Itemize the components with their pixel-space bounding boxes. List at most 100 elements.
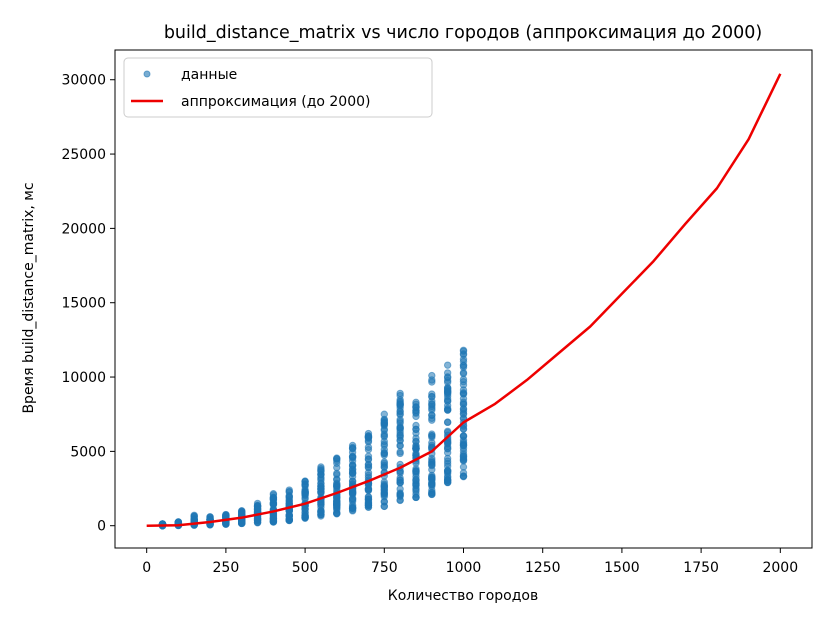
data-point <box>459 390 468 398</box>
data-point <box>412 425 420 434</box>
fit-line-layer <box>146 73 782 527</box>
data-point <box>396 431 404 439</box>
x-tick-label: 250 <box>213 560 240 576</box>
x-tick-label: 750 <box>371 560 398 576</box>
data-point <box>380 432 388 441</box>
data-point <box>348 469 357 478</box>
y-tick-label: 30000 <box>61 73 106 89</box>
data-point <box>459 469 468 477</box>
data-point <box>364 486 373 494</box>
data-point <box>364 432 373 441</box>
data-point <box>428 430 436 438</box>
data-point <box>317 485 325 493</box>
data-point <box>380 482 388 490</box>
data-point <box>443 457 452 465</box>
data-point <box>459 398 468 406</box>
data-point <box>459 432 468 440</box>
y-axis-label: Время build_distance_matrix, мс <box>21 182 37 413</box>
data-point <box>238 519 246 528</box>
data-point <box>364 493 373 501</box>
data-point <box>443 385 452 393</box>
data-point <box>459 363 468 372</box>
data-point <box>396 476 404 484</box>
data-point <box>348 453 357 461</box>
data-point <box>380 440 388 448</box>
x-tick-label: 2000 <box>762 560 798 576</box>
data-point <box>396 407 404 415</box>
x-tick-label: 1500 <box>604 560 640 576</box>
data-point <box>333 509 341 517</box>
legend-marker-data <box>143 70 151 78</box>
data-point <box>269 517 278 526</box>
data-point <box>412 438 420 446</box>
data-point <box>333 500 341 509</box>
data-point <box>412 466 420 475</box>
data-point <box>380 419 388 427</box>
y-axis-ticks: 0 5000 10000 15000 20000 25000 30000 <box>61 73 115 535</box>
data-point <box>364 443 373 451</box>
x-axis-ticks: 0 250 500 750 1000 1250 1500 1750 2000 <box>142 548 798 576</box>
data-point <box>396 397 404 406</box>
data-point <box>380 425 388 433</box>
data-point <box>412 476 420 484</box>
data-point <box>396 442 404 450</box>
data-point <box>428 490 436 498</box>
data-point <box>348 461 357 469</box>
x-tick-label: 0 <box>142 560 151 576</box>
data-point <box>428 461 436 469</box>
data-point <box>285 512 293 521</box>
legend-label-data: данные <box>181 67 237 83</box>
y-tick-label: 5000 <box>70 444 106 460</box>
chart-title: build_distance_matrix vs число городов (… <box>164 23 762 43</box>
data-point <box>333 481 341 490</box>
data-point <box>269 495 278 503</box>
data-point <box>380 458 388 466</box>
data-point <box>253 518 262 526</box>
data-point <box>285 491 293 500</box>
data-point <box>317 509 325 517</box>
x-tick-label: 500 <box>292 560 319 576</box>
data-point <box>459 438 468 447</box>
data-point <box>333 455 341 463</box>
data-point <box>348 477 357 485</box>
data-point <box>428 390 436 398</box>
data-point <box>443 439 452 447</box>
x-axis-label: Количество городов <box>388 588 538 604</box>
data-point <box>412 400 420 408</box>
data-point <box>396 415 404 424</box>
data-point <box>222 512 230 520</box>
data-point <box>301 513 309 521</box>
fit-line <box>146 73 782 527</box>
data-point <box>317 470 325 479</box>
y-tick-label: 0 <box>97 519 106 535</box>
data-point <box>190 512 198 521</box>
data-point <box>428 416 436 424</box>
x-tick-label: 1000 <box>446 560 482 576</box>
data-point <box>459 370 468 378</box>
data-point <box>428 400 436 409</box>
data-point <box>412 444 420 452</box>
data-point <box>301 485 309 494</box>
data-point <box>364 499 373 507</box>
data-point <box>396 492 404 501</box>
data-point <box>380 491 388 499</box>
x-tick-label: 1250 <box>525 560 561 576</box>
data-point <box>443 404 452 413</box>
data-point <box>364 452 373 460</box>
data-point <box>396 424 404 432</box>
data-point <box>443 469 452 478</box>
data-point <box>443 418 452 426</box>
data-point <box>412 485 420 494</box>
data-point <box>348 444 357 453</box>
data-point <box>443 477 452 485</box>
data-point <box>459 347 468 355</box>
data-point <box>396 449 404 458</box>
data-point <box>428 376 436 384</box>
data-point <box>412 409 420 417</box>
data-point <box>443 369 452 377</box>
y-tick-label: 10000 <box>61 370 106 386</box>
legend-box <box>123 57 433 118</box>
y-tick-label: 25000 <box>61 147 106 163</box>
data-point <box>333 475 341 483</box>
